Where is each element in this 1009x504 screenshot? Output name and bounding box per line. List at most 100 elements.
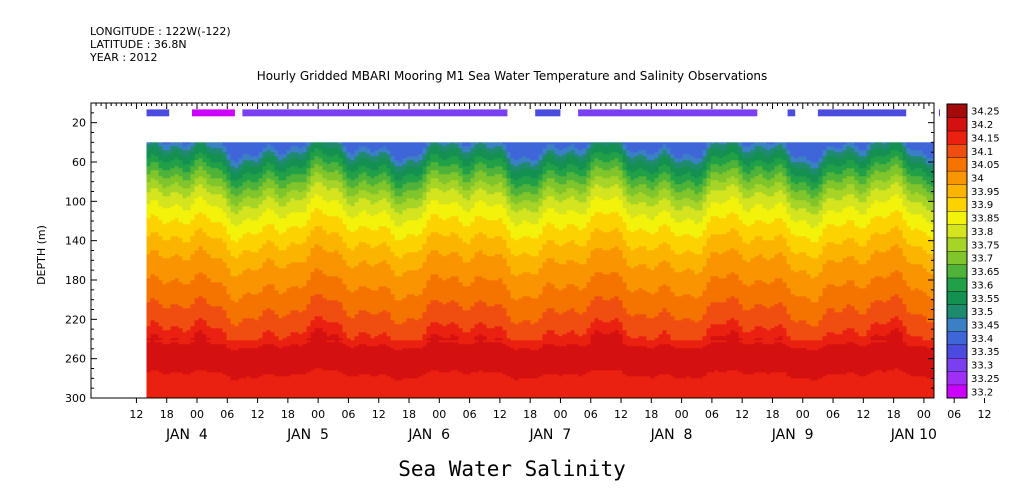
- salinity-cell: [190, 328, 196, 331]
- salinity-cell: [154, 232, 160, 235]
- salinity-cell: [250, 336, 256, 339]
- salinity-cell: [186, 168, 192, 171]
- salinity-cell: [162, 390, 168, 393]
- salinity-cell: [250, 380, 256, 383]
- salinity-cell: [202, 184, 208, 187]
- salinity-cell: [238, 372, 244, 375]
- salinity-cell: [250, 344, 256, 347]
- salinity-cell: [222, 246, 228, 249]
- salinity-cell: [166, 176, 172, 179]
- salinity-cell: [218, 304, 224, 307]
- salinity-cell: [246, 240, 252, 243]
- salinity-cell: [246, 312, 252, 315]
- salinity-cell: [182, 352, 188, 355]
- salinity-cell: [222, 360, 228, 363]
- salinity-cell: [230, 208, 236, 211]
- salinity-cell: [174, 198, 180, 201]
- salinity-cell: [182, 204, 188, 207]
- salinity-cell: [198, 336, 204, 339]
- salinity-cell: [230, 250, 236, 253]
- salinity-cell: [214, 170, 220, 173]
- salinity-cell: [202, 306, 208, 309]
- salinity-cell: [146, 186, 152, 189]
- salinity-cell: [234, 258, 240, 261]
- salinity-cell: [182, 266, 188, 269]
- salinity-cell: [186, 260, 192, 263]
- salinity-cell: [182, 356, 188, 359]
- salinity-cell: [190, 342, 196, 345]
- salinity-cell: [146, 362, 152, 365]
- salinity-cell: [254, 334, 260, 337]
- salinity-cell: [194, 176, 200, 179]
- salinity-cell: [198, 172, 204, 175]
- salinity-cell: [170, 354, 176, 357]
- salinity-cell: [202, 346, 208, 349]
- salinity-cell: [230, 340, 236, 343]
- salinity-cell: [146, 178, 152, 181]
- salinity-cell: [242, 228, 248, 231]
- salinity-cell: [146, 156, 152, 159]
- salinity-cell: [154, 292, 160, 295]
- salinity-cell: [194, 170, 200, 173]
- salinity-cell: [178, 370, 184, 373]
- salinity-cell: [210, 248, 216, 251]
- salinity-cell: [150, 370, 156, 373]
- salinity-cell: [218, 332, 224, 335]
- salinity-cell: [202, 166, 208, 169]
- salinity-cell: [202, 186, 208, 189]
- salinity-cell: [238, 166, 244, 169]
- salinity-cell: [174, 154, 180, 157]
- salinity-cell: [150, 184, 156, 187]
- salinity-cell: [198, 386, 204, 389]
- salinity-cell: [154, 312, 160, 315]
- salinity-cell: [154, 318, 160, 321]
- salinity-cell: [166, 380, 172, 383]
- salinity-cell: [254, 146, 260, 149]
- salinity-cell: [158, 340, 164, 343]
- salinity-cell: [226, 308, 232, 311]
- salinity-cell: [226, 300, 232, 303]
- salinity-cell: [238, 316, 244, 319]
- salinity-cell: [150, 322, 156, 325]
- salinity-cell: [198, 276, 204, 279]
- salinity-cell: [234, 190, 240, 193]
- salinity-cell: [242, 340, 248, 343]
- salinity-cell: [246, 244, 252, 247]
- salinity-cell: [154, 146, 160, 149]
- salinity-cell: [206, 344, 212, 347]
- salinity-cell: [154, 392, 160, 395]
- salinity-cell: [170, 174, 176, 177]
- salinity-cell: [162, 394, 168, 397]
- salinity-cell: [206, 276, 212, 279]
- salinity-cell: [174, 270, 180, 273]
- salinity-cell: [186, 366, 192, 369]
- salinity-cell: [146, 354, 152, 357]
- salinity-cell: [186, 150, 192, 153]
- salinity-cell: [222, 256, 228, 259]
- salinity-cell: [174, 288, 180, 291]
- salinity-cell: [146, 204, 152, 207]
- salinity-cell: [234, 334, 240, 337]
- salinity-cell: [190, 192, 196, 195]
- salinity-cell: [250, 306, 256, 309]
- salinity-cell: [210, 262, 216, 265]
- salinity-cell: [226, 374, 232, 377]
- salinity-cell: [150, 146, 156, 149]
- salinity-cell: [166, 248, 172, 251]
- salinity-cell: [166, 198, 172, 201]
- salinity-cell: [234, 348, 240, 351]
- salinity-cell: [158, 378, 164, 381]
- salinity-cell: [162, 340, 168, 343]
- salinity-cell: [198, 390, 204, 393]
- salinity-cell: [250, 362, 256, 365]
- salinity-cell: [218, 216, 224, 219]
- salinity-cell: [254, 338, 260, 341]
- salinity-cell: [170, 376, 176, 379]
- salinity-cell: [174, 178, 180, 181]
- salinity-cell: [234, 394, 240, 397]
- salinity-cell: [186, 286, 192, 289]
- salinity-cell: [194, 396, 200, 398]
- salinity-cell: [174, 206, 180, 209]
- salinity-cell: [162, 342, 168, 345]
- salinity-cell: [190, 296, 196, 299]
